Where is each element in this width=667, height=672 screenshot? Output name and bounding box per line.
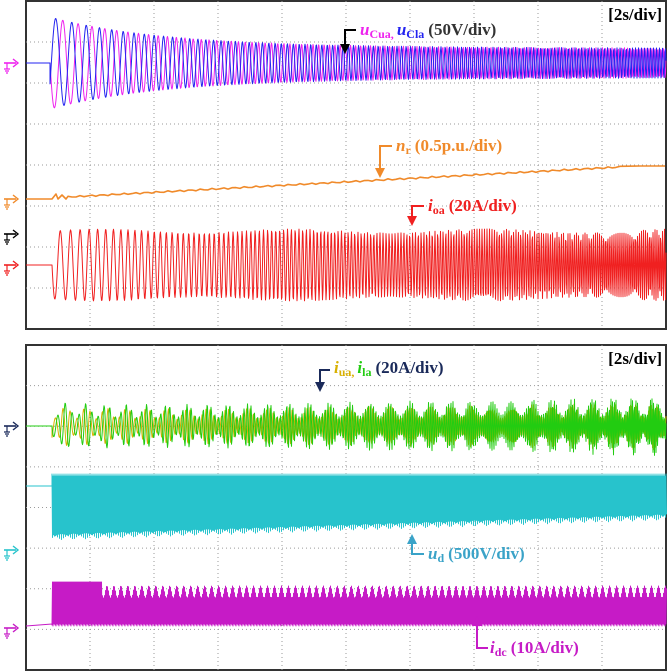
ground-marker-ioa-ref-head <box>12 229 20 239</box>
label-ucua-subscript: Cua, <box>369 27 393 41</box>
scope-screen-top: [2s/div] uCua, uCla (50V/div) nr (0.5p.u./d… <box>4 0 667 330</box>
waveforms-bottom <box>25 398 667 627</box>
label-ioa-symbol: i <box>428 196 433 215</box>
oscilloscope-panel-top: [2s/div] uCua, uCla (50V/div) nr (0.5p.u./d… <box>0 0 667 331</box>
arrowhead-nr <box>375 168 385 178</box>
waveform-ucla <box>26 18 667 106</box>
label-iua-subscript: ua, <box>339 365 355 379</box>
waveform-ioa <box>26 228 667 302</box>
ground-marker-nr-head <box>12 194 20 204</box>
pointer-arrow-ioa <box>411 205 424 218</box>
label-ioa-scale: (20A/div) <box>449 196 517 215</box>
timebase-label-top: [2s/div] <box>608 5 662 24</box>
oscilloscope-panel-bottom: [2s/div] iua, ila (20A/div) ud (500V/div) i… <box>0 344 667 672</box>
series-label-nr: nr (0.5p.u./div) <box>375 136 502 178</box>
pointer-arrow-ucua <box>344 29 356 46</box>
ground-markers-top <box>4 58 20 276</box>
ground-marker-ioa-ref-earth <box>4 234 10 245</box>
ground-marker-idc-earth <box>4 628 10 639</box>
svg-text:uCua,uCla(50V/div): uCua, uCla (50V/div) <box>360 20 496 41</box>
arrowhead-ioa <box>407 216 417 226</box>
label-idc-scale: (10A/div) <box>511 638 579 657</box>
series-label-idc: idc (10A/div) <box>472 616 579 659</box>
series-label-iua-ila: iua, ila (20A/div) <box>315 358 444 392</box>
ground-markers-bottom <box>4 421 20 639</box>
ground-marker-ucua-head <box>12 58 20 68</box>
ground-marker-ioa-head <box>12 260 20 270</box>
pointer-arrow-idc <box>476 624 488 649</box>
arrowhead-idc <box>472 616 482 626</box>
label-ila-subscript: la <box>362 365 371 379</box>
label-ucua-symbol: u <box>360 20 369 39</box>
waveform-ucua <box>26 19 667 109</box>
svg-text:iua,ila(20A/div): iua, ila (20A/div) <box>334 358 444 379</box>
series-label-ioa: ioa (20A/div) <box>407 196 517 226</box>
series-label-ud: ud (500V/div) <box>407 534 525 565</box>
waveform-ila <box>26 398 667 456</box>
waveform-ud <box>26 473 667 540</box>
label-ila-symbol: i <box>357 358 362 377</box>
grid-top <box>26 1 666 329</box>
label-ioa-subscript: oa <box>433 203 445 217</box>
series-label-ucua-ucla: uCua, uCla (50V/div) <box>340 20 496 54</box>
waveforms-top <box>26 18 667 302</box>
label-ucua-scale: (50V/div) <box>428 20 496 39</box>
label-nr-scale: (0.5p.u./div) <box>415 136 502 155</box>
svg-text:ud(500V/div): ud (500V/div) <box>428 544 525 565</box>
ground-marker-iua-head <box>12 421 20 431</box>
pointer-arrow-ud <box>411 542 424 555</box>
arrowhead-ucua <box>340 44 350 54</box>
label-iua-symbol: i <box>334 358 339 377</box>
label-ud-scale: (500V/div) <box>448 544 525 563</box>
label-nr-subscript: r <box>405 143 411 157</box>
svg-text:idc(10A/div): idc (10A/div) <box>490 638 579 659</box>
arrowhead-iua <box>315 382 325 392</box>
ground-marker-ud-head <box>12 545 20 555</box>
waveform-nr <box>26 165 665 200</box>
arrowhead-ud <box>407 534 417 544</box>
label-ud-symbol: u <box>428 544 437 563</box>
label-idc-symbol: i <box>490 638 495 657</box>
ground-marker-iua-earth <box>4 426 10 437</box>
timebase-label-bottom: [2s/div] <box>608 349 662 368</box>
label-ucla-subscript: Cla <box>406 27 424 41</box>
ground-marker-ud-earth <box>4 550 10 561</box>
svg-text:ioa(20A/div): ioa (20A/div) <box>428 196 517 217</box>
label-idc-subscript: dc <box>495 645 508 659</box>
ground-marker-ioa-earth <box>4 265 10 276</box>
label-ud-subscript: d <box>437 551 444 565</box>
pointer-arrow-iua <box>319 369 330 384</box>
ground-marker-idc-head <box>12 623 20 633</box>
waveform-idc <box>25 581 667 627</box>
label-iua-scale: (20A/div) <box>376 358 444 377</box>
scope-screen-bottom: [2s/div] iua, ila (20A/div) ud (500V/div) i… <box>4 344 667 671</box>
label-ucla-symbol: u <box>397 20 406 39</box>
label-nr-symbol: n <box>396 136 405 155</box>
pointer-arrow-nr <box>379 145 392 170</box>
ground-marker-nr-earth <box>4 199 10 210</box>
ground-marker-ucua-earth <box>4 63 10 74</box>
svg-text:nr(0.5p.u./div): nr (0.5p.u./div) <box>396 136 502 157</box>
